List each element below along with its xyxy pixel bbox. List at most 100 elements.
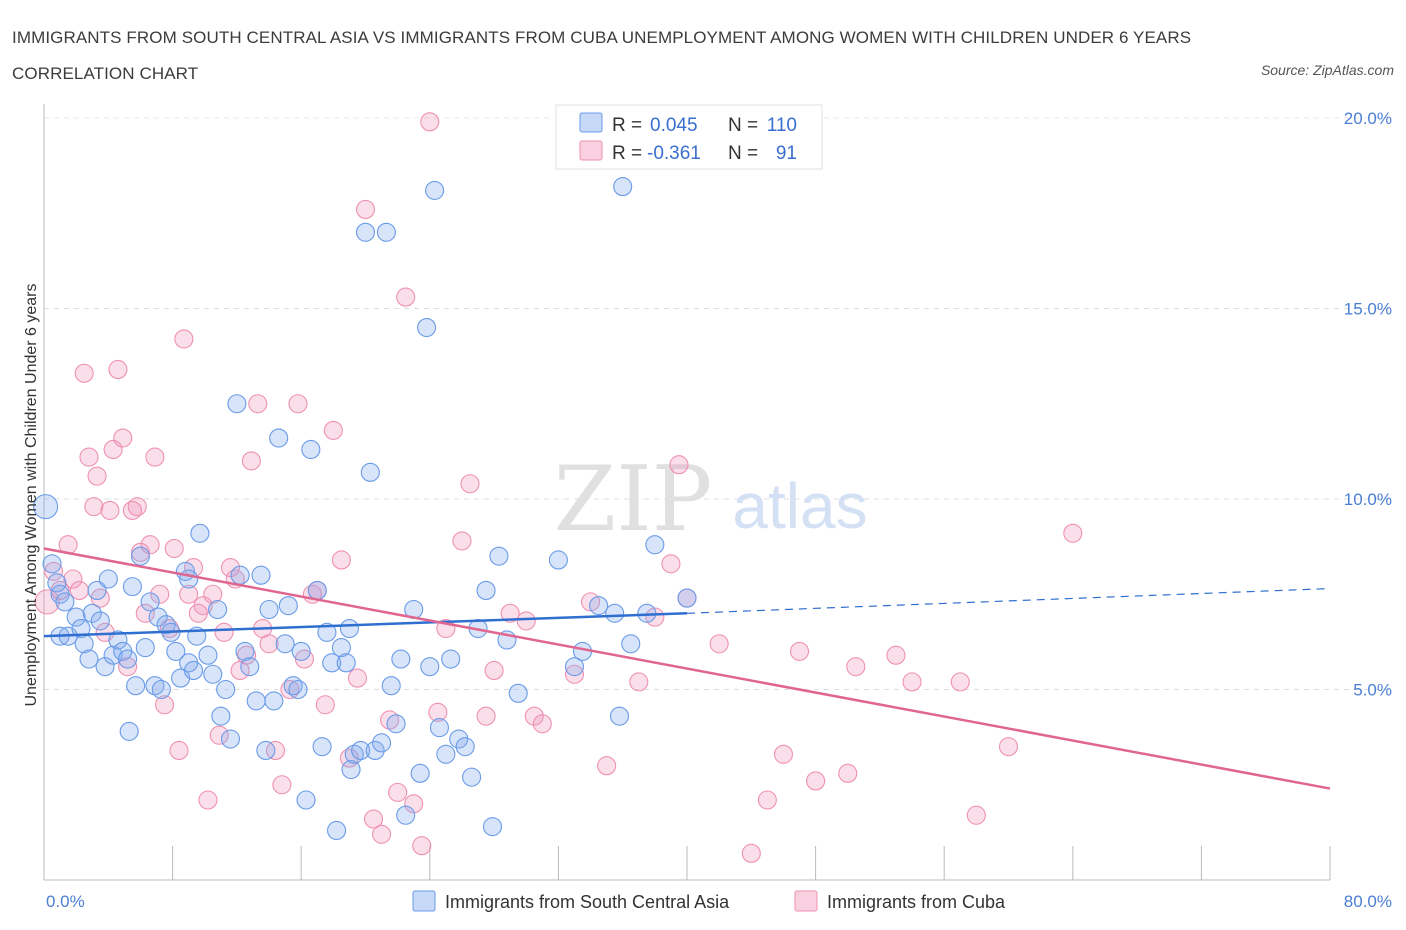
point-south-central-asia: [179, 569, 199, 589]
point-south-central-asia: [98, 569, 118, 589]
point-south-central-asia: [621, 634, 641, 654]
point-south-central-asia: [240, 657, 260, 677]
point-south-central-asia: [151, 679, 171, 700]
point-cuba: [500, 603, 520, 623]
point-south-central-asia: [119, 721, 139, 741]
trend-extension-south-central-asia: [686, 587, 1331, 614]
point-cuba: [220, 558, 241, 578]
point-south-central-asia: [246, 691, 266, 711]
point-south-central-asia: [548, 550, 568, 570]
point-cuba: [294, 649, 314, 669]
point-south-central-asia: [140, 592, 160, 612]
point-cuba: [280, 679, 300, 700]
point-cuba: [661, 554, 681, 574]
x-tick-label-max: 80.0%: [1344, 892, 1392, 911]
point-south-central-asia: [220, 729, 241, 749]
point-cuba: [108, 359, 128, 380]
y-tick-label: 15.0%: [1344, 300, 1392, 319]
point-cuba: [412, 836, 432, 856]
point-south-central-asia: [462, 767, 482, 787]
point-cuba: [404, 794, 424, 814]
point-south-central-asia: [227, 394, 247, 414]
point-cuba: [355, 199, 376, 219]
point-cuba: [248, 394, 268, 414]
point-south-central-asia: [365, 740, 385, 761]
stats-swatch-blue: [579, 112, 603, 133]
point-south-central-asia: [135, 638, 155, 658]
point-cuba: [214, 622, 234, 642]
point-south-central-asia: [336, 653, 356, 673]
point-cuba: [315, 695, 335, 715]
point-south-central-asia: [269, 428, 289, 448]
point-south-central-asia: [508, 683, 528, 703]
point-south-central-asia: [190, 523, 210, 543]
point-south-central-asia: [449, 729, 469, 749]
point-south-central-asia: [166, 641, 186, 661]
point-cuba: [966, 805, 986, 825]
point-cuba: [265, 740, 286, 761]
stats-n-value-pink: 91: [776, 143, 797, 164]
point-cuba: [484, 660, 504, 681]
point-south-central-asia: [339, 618, 359, 639]
point-cuba: [757, 790, 777, 810]
point-south-central-asia: [386, 714, 406, 734]
point-cuba: [1063, 523, 1083, 543]
point-south-central-asia: [90, 611, 110, 631]
point-cuba: [113, 428, 133, 448]
point-south-central-asia: [360, 462, 380, 482]
point-south-central-asia: [42, 554, 62, 574]
point-cuba: [198, 790, 218, 810]
point-cuba: [63, 569, 83, 589]
point-cuba: [272, 775, 292, 795]
point-south-central-asia: [230, 565, 250, 585]
point-south-central-asia: [122, 577, 142, 597]
point-cuba: [150, 584, 170, 604]
point-cuba: [789, 641, 810, 661]
point-cuba: [44, 561, 64, 581]
point-south-central-asia: [609, 706, 630, 726]
watermark-zip: ZIP: [554, 447, 713, 552]
point-cuba: [323, 420, 343, 440]
point-cuba: [806, 771, 826, 791]
point-cuba: [452, 531, 472, 551]
point-cuba: [145, 447, 165, 467]
point-south-central-asia: [341, 759, 361, 780]
point-south-central-asia: [126, 676, 146, 696]
point-south-central-asia: [203, 664, 223, 684]
point-south-central-asia: [396, 805, 416, 825]
point-cuba: [288, 394, 308, 414]
point-cuba: [209, 725, 229, 745]
point-cuba: [388, 782, 408, 802]
point-cuba: [669, 455, 689, 475]
stats-n-label-blue: N =: [728, 115, 758, 136]
point-cuba: [69, 580, 89, 600]
legend-label-south-central-asia: Immigrants from South Central Asia: [445, 892, 730, 912]
point-cuba: [259, 634, 279, 654]
point-south-central-asia: [425, 180, 445, 200]
point-south-central-asia: [264, 691, 284, 711]
point-south-central-asia: [130, 546, 150, 566]
point-cuba: [155, 695, 175, 715]
point-cuba: [846, 657, 866, 677]
point-south-central-asia: [103, 645, 123, 665]
point-south-central-asia: [296, 790, 316, 810]
point-cuba: [741, 843, 761, 863]
point-cuba: [460, 474, 480, 494]
point-cuba: [524, 706, 544, 726]
point-cuba: [127, 497, 147, 517]
point-cuba: [87, 466, 107, 486]
stats-legend: R = 0.045 N = 110 R = -0.361 N = 91: [555, 104, 823, 170]
point-cuba: [476, 706, 496, 726]
chart-title: IMMIGRANTS FROM SOUTH CENTRAL ASIA VS IM…: [12, 28, 1192, 83]
point-cuba: [118, 657, 138, 677]
point-south-central-asia: [564, 657, 585, 677]
point-south-central-asia: [589, 596, 609, 616]
point-south-central-asia: [291, 641, 311, 661]
point-cuba: [90, 588, 110, 608]
point-south-central-asia: [605, 603, 625, 623]
point-cuba: [100, 500, 120, 520]
series-south-central-asia-points: [33, 177, 697, 841]
point-cuba: [331, 550, 351, 570]
point-cuba: [363, 809, 384, 829]
